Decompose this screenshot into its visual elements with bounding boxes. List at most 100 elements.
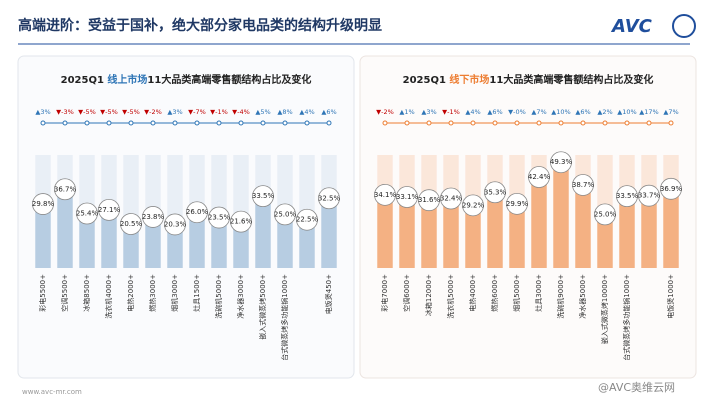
change-label: ▲6%	[487, 108, 502, 116]
bar	[465, 205, 481, 268]
value-bubble	[296, 208, 318, 231]
value-bubble	[418, 189, 440, 212]
value-label: 26.0%	[186, 208, 209, 216]
title-part: 线上市场	[107, 73, 147, 86]
value-label: 33.1%	[396, 193, 419, 201]
value-bubble	[76, 202, 98, 225]
change-marker	[580, 120, 586, 126]
value-bubble	[98, 198, 120, 221]
value-label: 38.7%	[572, 181, 595, 189]
value-bubble	[616, 185, 638, 208]
change-label: ▲7%	[531, 108, 546, 116]
x-tick-label: 电热2000+	[126, 274, 135, 312]
change-marker	[128, 120, 134, 126]
change-marker	[624, 120, 630, 126]
x-tick-label: 电饭煲450+	[324, 274, 333, 314]
value-label: 25.0%	[274, 210, 297, 218]
title-part: 11大品类高端零售额结构占比及变化	[489, 73, 653, 86]
bar	[443, 198, 459, 268]
value-bubble	[506, 192, 528, 215]
change-label: ▲10%	[551, 108, 570, 116]
change-label: ▲6%	[575, 108, 590, 116]
change-marker	[492, 120, 498, 126]
x-tick-label: 烟机3000+	[170, 274, 179, 312]
value-label: 22.5%	[296, 216, 319, 224]
value-label: 36.7%	[54, 185, 77, 193]
value-label: 29.2%	[462, 201, 485, 209]
bar	[377, 194, 393, 268]
change-label: ▼-0%	[508, 108, 526, 116]
change-marker	[194, 120, 200, 126]
value-label: 49.3%	[550, 158, 573, 166]
x-tick-label: 嵌入式微蒸烤10000+	[600, 274, 609, 344]
change-label: ▼-5%	[122, 108, 140, 116]
value-label: 29.9%	[506, 200, 529, 208]
value-bubble	[230, 210, 252, 233]
slide-title: 高端进阶：受益于国补，绝大部分家电品类的结构升级明显	[18, 17, 382, 34]
bar	[641, 195, 657, 268]
bar	[277, 214, 293, 268]
bar	[531, 177, 547, 268]
bar	[233, 221, 249, 268]
value-bubble	[660, 177, 682, 200]
value-bubble	[32, 193, 54, 215]
change-label: ▲2%	[597, 108, 612, 116]
value-bubble	[120, 213, 142, 235]
bar	[79, 213, 95, 268]
value-label: 33.7%	[638, 192, 661, 200]
chart-title: 2025Q1 线下市场11大品类高端零售额结构占比及变化	[403, 73, 654, 86]
x-tick-label: 洗碗机5000+	[214, 274, 223, 319]
bar	[663, 188, 679, 268]
value-bubble	[54, 178, 76, 201]
x-tick-label: 烟机5000+	[512, 274, 521, 312]
change-marker	[646, 120, 652, 126]
change-label: ▲10%	[617, 108, 636, 116]
bar	[255, 196, 271, 268]
value-label: 25.4%	[76, 210, 99, 218]
change-label: ▲17%	[639, 108, 658, 116]
change-label: ▲3%	[167, 108, 182, 116]
value-bubble	[462, 194, 484, 217]
value-label: 42.4%	[528, 173, 551, 181]
value-bubble	[396, 186, 418, 208]
change-marker	[106, 120, 112, 126]
change-marker	[150, 120, 156, 126]
change-marker	[536, 120, 542, 126]
change-label: ▼-5%	[100, 108, 118, 116]
value-label: 20.5%	[120, 220, 143, 228]
change-label: ▲8%	[277, 108, 292, 116]
change-label: ▲4%	[299, 108, 314, 116]
value-bubble	[164, 213, 186, 236]
bar	[189, 212, 205, 268]
x-tick-label: 燃热6000+	[490, 274, 499, 312]
value-label: 35.3%	[484, 188, 507, 196]
x-tick-label: 彩电7000+	[380, 274, 389, 312]
bar	[619, 196, 635, 268]
value-bubble	[550, 151, 572, 174]
bar	[57, 189, 73, 268]
change-label: ▼-2%	[376, 108, 394, 116]
bar	[35, 204, 51, 268]
panel	[359, 55, 697, 379]
bar	[321, 198, 337, 268]
x-tick-label: 净水器5000+	[578, 274, 587, 319]
x-tick-label: 嵌入式微蒸烤5000+	[258, 274, 267, 340]
change-marker	[238, 120, 244, 126]
value-label: 25.0%	[594, 210, 617, 218]
value-label: 23.5%	[208, 214, 231, 222]
change-marker	[382, 120, 388, 126]
value-bubble	[484, 181, 506, 204]
footer: www.avc-mr.com	[22, 388, 82, 396]
change-label: ▼-7%	[188, 108, 206, 116]
change-marker	[282, 120, 288, 126]
x-tick-label: 冰箱12000+	[424, 274, 433, 316]
value-bubble	[528, 166, 550, 188]
x-tick-label: 燃热3000+	[148, 274, 157, 312]
change-marker	[404, 120, 410, 126]
x-tick-label: 台式微蒸烤多功能锅1000+	[280, 274, 289, 361]
bar	[299, 219, 315, 268]
bar	[145, 216, 161, 268]
change-label: ▼-1%	[442, 108, 460, 116]
value-label: 36.9%	[660, 185, 683, 193]
